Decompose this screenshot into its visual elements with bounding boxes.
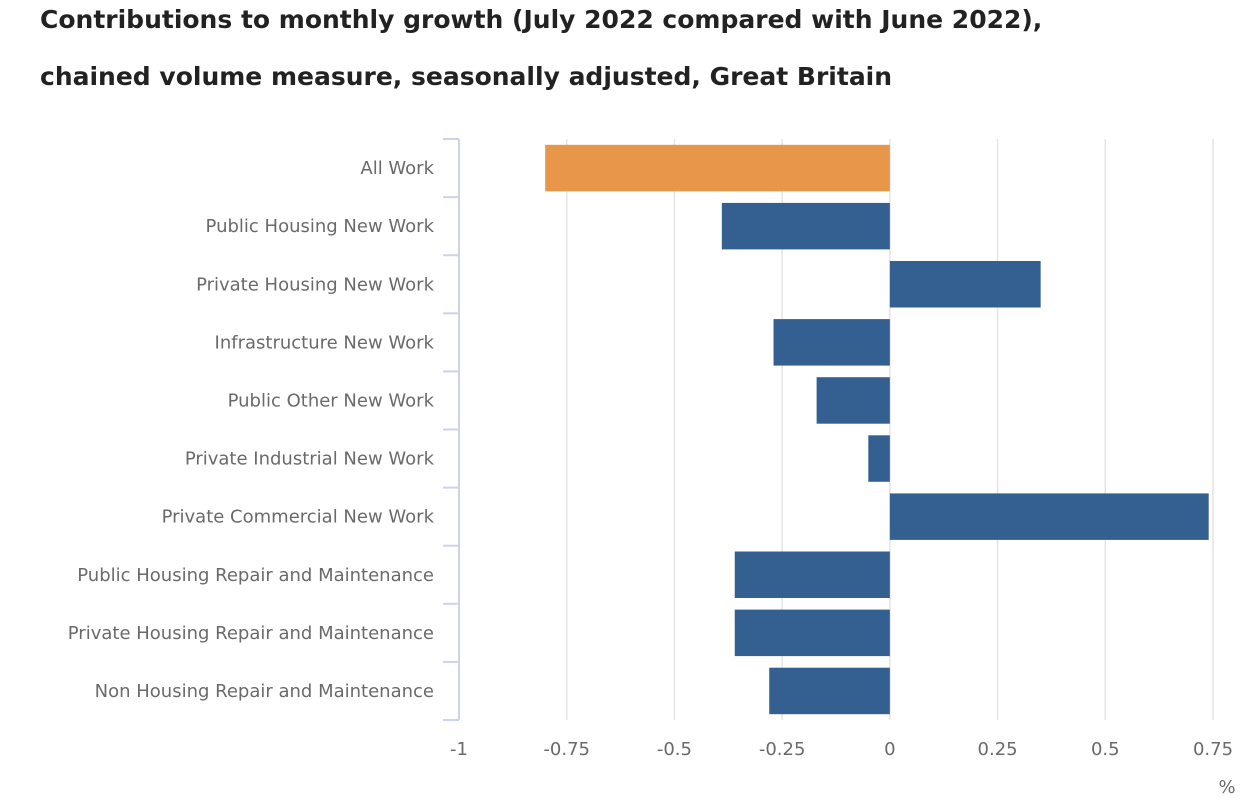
category-label: Private Commercial New Work [162, 507, 435, 528]
x-tick-label: 0.75 [1193, 739, 1233, 760]
category-label: Private Housing New Work [196, 274, 435, 295]
category-label: Private Industrial New Work [185, 449, 435, 470]
bar [734, 551, 890, 598]
chart-subtitle: chained volume measure, seasonally adjus… [40, 62, 893, 91]
x-axis-label: % [1218, 777, 1235, 798]
x-tick-label: -0.25 [759, 739, 806, 760]
x-tick-label: 0.25 [978, 739, 1018, 760]
y-axis [443, 138, 460, 721]
category-labels: All Work Public Housing New Work Private H… [68, 158, 435, 702]
category-label: Infrastructure New Work [215, 332, 435, 353]
x-tick-label: -1 [450, 739, 468, 760]
bar [773, 319, 890, 366]
category-label: Public Other New Work [228, 390, 435, 411]
bar [889, 261, 1041, 308]
chart-title: Contributions to monthly growth (July 20… [40, 5, 1043, 34]
bar [721, 202, 890, 250]
bar [868, 435, 890, 482]
category-label: Private Housing Repair and Maintenance [68, 623, 434, 644]
x-tick-label: -0.5 [657, 739, 692, 760]
bar [769, 667, 890, 715]
category-label: Public Housing New Work [206, 216, 435, 237]
bars [545, 144, 1209, 715]
category-label: Public Housing Repair and Maintenance [77, 565, 434, 586]
category-label: Non Housing Repair and Maintenance [95, 681, 434, 702]
x-tick-labels: -1 -0.75 -0.5 -0.25 0 0.25 0.5 0.75 [450, 739, 1233, 760]
bar [734, 609, 890, 657]
x-tick-label: 0 [884, 739, 895, 760]
x-tick-label: -0.75 [543, 739, 590, 760]
bar [816, 377, 890, 424]
bar [889, 493, 1209, 540]
category-label: All Work [360, 158, 434, 179]
x-tick-label: 0.5 [1091, 739, 1120, 760]
bar [545, 144, 890, 192]
